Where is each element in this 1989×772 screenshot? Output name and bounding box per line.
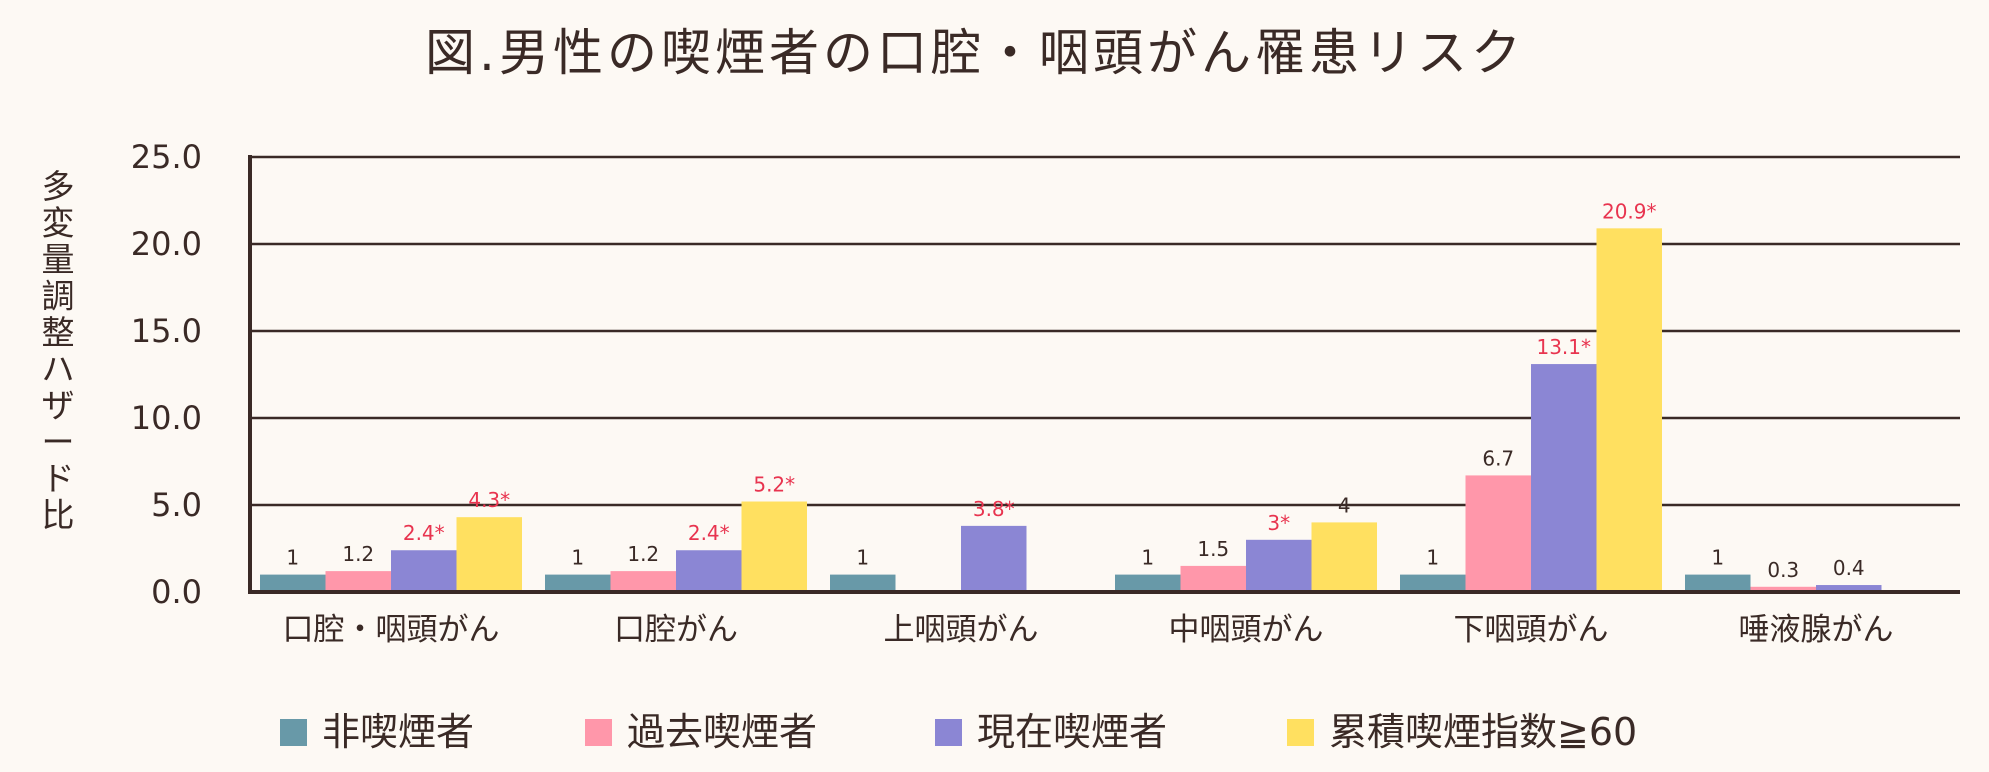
- legend-swatch: [585, 719, 612, 746]
- y-tick-labels: 0.0 5.0 10.0 15.0 20.0 25.0: [131, 138, 202, 611]
- data-label: 1: [1711, 546, 1724, 570]
- y-tick-label: 25.0: [131, 138, 202, 176]
- bar: [610, 571, 676, 592]
- category-label: 唾液腺がん: [1739, 612, 1894, 648]
- y-axis-label-char: ハ: [42, 350, 75, 389]
- y-tick-label: 15.0: [131, 312, 202, 350]
- y-axis-label-char: 整: [42, 313, 75, 352]
- data-label: 1.2: [627, 542, 659, 566]
- data-label: 3*: [1267, 511, 1290, 535]
- data-label: 13.1*: [1536, 335, 1591, 359]
- data-label: 4: [1338, 493, 1351, 517]
- bar: [1311, 522, 1377, 592]
- data-label: 5.2*: [753, 473, 795, 497]
- category-labels: 口腔・咽頭がん 口腔がん 上咽頭がん 中咽頭がん 下咽頭がん 唾液腺がん: [283, 612, 1894, 648]
- legend-swatch: [935, 719, 962, 746]
- legend-swatch: [280, 719, 307, 746]
- data-label: 6.7: [1482, 446, 1514, 470]
- y-axis-label-char: 多: [42, 167, 75, 206]
- bar: [1750, 586, 1816, 592]
- bar: [1246, 539, 1312, 592]
- y-axis-label-char: ー: [42, 423, 75, 462]
- y-tick-label: 5.0: [151, 486, 202, 524]
- legend-swatch: [1287, 719, 1314, 746]
- bar: [1685, 574, 1751, 592]
- bar: [1465, 475, 1531, 592]
- bar: [391, 550, 457, 592]
- bars: [260, 228, 1882, 592]
- gridlines: [250, 155, 1960, 507]
- data-label: 1: [286, 546, 299, 570]
- y-axis-label-char: ザ: [42, 386, 75, 425]
- data-label: 20.9*: [1602, 199, 1657, 223]
- chart-title: 図.男性の喫煙者の口腔・咽頭がん罹患リスク: [425, 24, 1525, 82]
- category-label: 中咽頭がん: [1169, 612, 1324, 648]
- data-label: 1.2: [342, 542, 374, 566]
- y-axis-label-char: ド: [42, 459, 75, 498]
- data-label: 1: [1426, 546, 1439, 570]
- data-label: 0.3: [1767, 558, 1799, 582]
- legend-label: 過去喫煙者: [627, 710, 817, 754]
- data-label: 2.4*: [688, 521, 730, 545]
- bar: [456, 517, 522, 592]
- data-label: 1: [856, 546, 869, 570]
- data-label: 0.4: [1833, 556, 1865, 580]
- y-axis-label-char: 調: [42, 277, 75, 316]
- legend: 非喫煙者 過去喫煙者 現在喫煙者 累積喫煙指数≧60: [280, 710, 1637, 754]
- bar: [741, 501, 807, 592]
- bar: [1531, 364, 1597, 592]
- bar: [1180, 565, 1246, 592]
- bar: [1400, 574, 1466, 592]
- legend-label: 現在喫煙者: [977, 710, 1167, 754]
- category-label: 口腔がん: [614, 612, 738, 648]
- bar: [1596, 228, 1662, 592]
- data-label: 2.4*: [403, 521, 445, 545]
- legend-label: 非喫煙者: [322, 710, 474, 754]
- data-label: 1.5: [1197, 537, 1229, 561]
- bar: [676, 550, 742, 592]
- bar: [260, 574, 326, 592]
- bar: [1816, 585, 1882, 592]
- bar: [830, 574, 896, 592]
- y-tick-label: 20.0: [131, 225, 202, 263]
- axes: [248, 155, 1960, 594]
- category-label: 口腔・咽頭がん: [283, 612, 500, 648]
- y-axis-label-char: 比: [42, 496, 75, 535]
- y-axis-label-char: 量: [42, 240, 75, 279]
- data-label: 1: [571, 546, 584, 570]
- y-axis-label-char: 変: [42, 204, 75, 243]
- legend-label: 累積喫煙指数≧60: [1329, 710, 1637, 754]
- category-label: 上咽頭がん: [884, 612, 1039, 648]
- y-tick-label: 10.0: [131, 399, 202, 437]
- data-label: 1: [1141, 546, 1154, 570]
- bar: [1115, 574, 1181, 592]
- data-label: 4.3*: [468, 488, 510, 512]
- data-labels: 1 1.2 2.4* 4.3* 1 1.2 2.4* 5.2* 1 3.8* 1 1.5 3* 4 1 6.7…: [286, 199, 1864, 581]
- bar: [961, 525, 1027, 592]
- y-tick-label: 0.0: [151, 573, 202, 611]
- bar: [545, 574, 611, 592]
- category-label: 下咽頭がん: [1454, 612, 1609, 648]
- bar: [325, 571, 391, 592]
- data-label: 3.8*: [973, 497, 1015, 521]
